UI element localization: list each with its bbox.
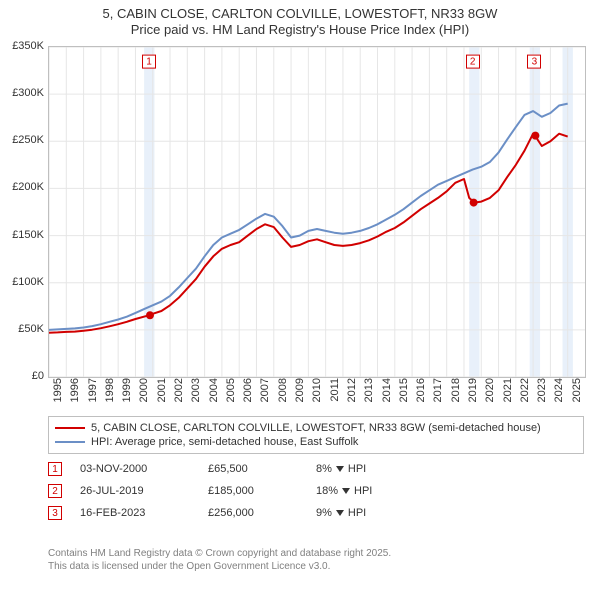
sale-date: 16-FEB-2023 <box>80 507 190 519</box>
x-tick-label: 2018 <box>450 378 462 412</box>
sale-marker: 1 <box>142 55 156 69</box>
y-tick-label: £250K <box>0 134 44 146</box>
x-tick-label: 2013 <box>363 378 375 412</box>
sale-row: 2 26-JUL-2019 £185,000 18% HPI <box>48 480 584 502</box>
y-tick-label: £200K <box>0 181 44 193</box>
arrow-down-icon <box>336 510 344 516</box>
sale-marker-box: 1 <box>48 462 62 476</box>
legend-item: 5, CABIN CLOSE, CARLTON COLVILLE, LOWEST… <box>55 421 577 435</box>
x-tick-label: 2006 <box>242 378 254 412</box>
x-tick-label: 1999 <box>121 378 133 412</box>
sale-delta-pct: 9% <box>316 507 332 519</box>
x-tick-label: 1997 <box>87 378 99 412</box>
sale-delta: 8% HPI <box>316 463 436 475</box>
x-tick-label: 1996 <box>69 378 81 412</box>
sale-price: £65,500 <box>208 463 298 475</box>
x-tick-label: 2023 <box>536 378 548 412</box>
x-tick-label: 2024 <box>553 378 565 412</box>
sale-delta-pct: 8% <box>316 463 332 475</box>
x-tick-label: 2009 <box>294 378 306 412</box>
x-tick-label: 2001 <box>156 378 168 412</box>
x-tick-label: 2020 <box>484 378 496 412</box>
sale-marker-box: 3 <box>48 506 62 520</box>
sale-marker-box: 2 <box>48 484 62 498</box>
price-chart <box>48 46 586 378</box>
sale-delta-suffix: HPI <box>348 507 366 519</box>
sale-row: 1 03-NOV-2000 £65,500 8% HPI <box>48 458 584 480</box>
x-tick-label: 2015 <box>398 378 410 412</box>
sale-date: 03-NOV-2000 <box>80 463 190 475</box>
x-tick-label: 2008 <box>277 378 289 412</box>
legend-label: HPI: Average price, semi-detached house,… <box>91 436 358 448</box>
x-tick-label: 2019 <box>467 378 479 412</box>
x-tick-label: 2017 <box>432 378 444 412</box>
x-tick-label: 2014 <box>381 378 393 412</box>
chart-canvas <box>49 47 585 377</box>
attribution: Contains HM Land Registry data © Crown c… <box>48 548 584 573</box>
y-tick-label: £50K <box>0 323 44 335</box>
title-line-1: 5, CABIN CLOSE, CARLTON COLVILLE, LOWEST… <box>0 6 600 22</box>
title-line-2: Price paid vs. HM Land Registry's House … <box>0 22 600 38</box>
x-tick-label: 2002 <box>173 378 185 412</box>
x-tick-label: 1998 <box>104 378 116 412</box>
x-tick-label: 2010 <box>311 378 323 412</box>
x-tick-label: 2022 <box>519 378 531 412</box>
arrow-down-icon <box>342 488 350 494</box>
sale-marker: 3 <box>527 55 541 69</box>
legend: 5, CABIN CLOSE, CARLTON COLVILLE, LOWEST… <box>48 416 584 454</box>
sale-delta-suffix: HPI <box>354 485 372 497</box>
y-tick-label: £0 <box>0 370 44 382</box>
legend-swatch <box>55 427 85 429</box>
x-tick-label: 2021 <box>502 378 514 412</box>
legend-item: HPI: Average price, semi-detached house,… <box>55 435 577 449</box>
x-tick-label: 2007 <box>259 378 271 412</box>
sale-price: £185,000 <box>208 485 298 497</box>
x-tick-label: 2012 <box>346 378 358 412</box>
x-tick-label: 1995 <box>52 378 64 412</box>
y-tick-label: £100K <box>0 276 44 288</box>
attribution-line-1: Contains HM Land Registry data © Crown c… <box>48 548 584 561</box>
legend-swatch <box>55 441 85 443</box>
x-tick-label: 2025 <box>571 378 583 412</box>
sale-delta: 9% HPI <box>316 507 436 519</box>
arrow-down-icon <box>336 466 344 472</box>
attribution-line-2: This data is licensed under the Open Gov… <box>48 561 584 574</box>
x-tick-label: 2003 <box>190 378 202 412</box>
x-tick-label: 2011 <box>329 378 341 412</box>
chart-title: 5, CABIN CLOSE, CARLTON COLVILLE, LOWEST… <box>0 0 600 39</box>
sale-delta-pct: 18% <box>316 485 338 497</box>
sale-price: £256,000 <box>208 507 298 519</box>
legend-label: 5, CABIN CLOSE, CARLTON COLVILLE, LOWEST… <box>91 422 541 434</box>
sale-delta-suffix: HPI <box>348 463 366 475</box>
y-tick-label: £300K <box>0 87 44 99</box>
sale-row: 3 16-FEB-2023 £256,000 9% HPI <box>48 502 584 524</box>
x-tick-label: 2016 <box>415 378 427 412</box>
sale-delta: 18% HPI <box>316 485 436 497</box>
x-tick-label: 2005 <box>225 378 237 412</box>
sale-marker: 2 <box>466 55 480 69</box>
sale-date: 26-JUL-2019 <box>80 485 190 497</box>
y-tick-label: £350K <box>0 40 44 52</box>
x-tick-label: 2004 <box>208 378 220 412</box>
y-tick-label: £150K <box>0 229 44 241</box>
sales-table: 1 03-NOV-2000 £65,500 8% HPI 2 26-JUL-2019 £185… <box>48 458 584 524</box>
x-tick-label: 2000 <box>138 378 150 412</box>
